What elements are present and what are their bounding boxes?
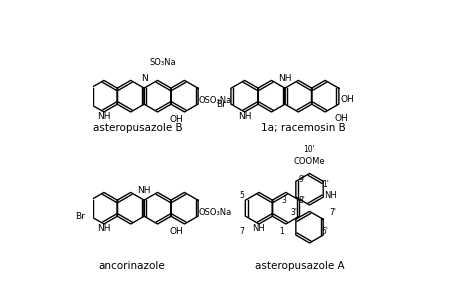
Text: 7': 7' [329, 209, 337, 218]
Text: 5': 5' [322, 227, 329, 236]
Text: Br: Br [75, 212, 85, 221]
Text: 10': 10' [304, 146, 315, 155]
Text: 7: 7 [239, 227, 244, 236]
Text: 9': 9' [298, 175, 305, 184]
Text: asteropusazole A: asteropusazole A [255, 261, 345, 271]
Text: NH: NH [97, 224, 110, 233]
Text: NH: NH [253, 224, 265, 233]
Text: 3: 3 [282, 196, 287, 205]
Text: NH: NH [325, 191, 337, 200]
Text: 1': 1' [322, 180, 329, 189]
Text: 8': 8' [298, 196, 305, 205]
Text: OH: OH [341, 95, 355, 104]
Text: OSO₃Na: OSO₃Na [199, 209, 232, 218]
Text: OH: OH [335, 114, 348, 123]
Text: 1: 1 [279, 227, 283, 236]
Text: NH: NH [97, 112, 110, 121]
Text: asteropusazole B: asteropusazole B [93, 123, 182, 133]
Text: OSO₃Na: OSO₃Na [199, 96, 232, 105]
Text: 5: 5 [239, 191, 244, 200]
Text: NH: NH [238, 112, 251, 121]
Text: Br: Br [216, 99, 226, 108]
Text: NH: NH [137, 186, 151, 195]
Text: N: N [141, 73, 147, 83]
Text: 1a; racemosin B: 1a; racemosin B [261, 123, 346, 133]
Text: COOMe: COOMe [294, 157, 325, 166]
Text: OH: OH [170, 227, 183, 236]
Text: SO₃Na: SO₃Na [150, 58, 176, 67]
Text: 3': 3' [290, 209, 297, 218]
Text: NH: NH [278, 73, 292, 83]
Text: ancorinazole: ancorinazole [99, 261, 165, 271]
Text: OH: OH [170, 115, 183, 124]
